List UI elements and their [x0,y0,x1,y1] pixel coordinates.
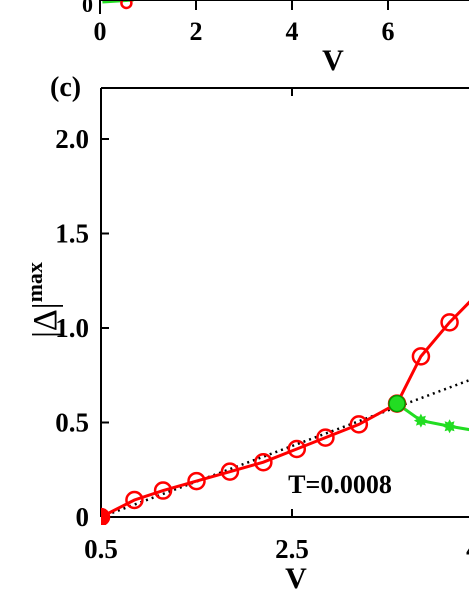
top-x-axis-label: V [322,44,344,77]
panel-c-series-red-point [440,313,459,332]
panel-c-y-tick-label: 1.0 [55,313,89,343]
panel-c-series-red-point [411,347,431,366]
panel-c-x-tick-label: 4.5 [466,534,469,564]
panel-c-x-tick-label: 2.5 [275,534,309,564]
panel-c-series-red-line [101,300,469,519]
top-x-tick-label: 0 [94,17,107,46]
panel-c-series-red-point [349,415,369,434]
panel-c-y-tick-label: 1.5 [55,219,89,249]
top-x-tick-label: 4 [286,17,299,46]
panel-c-label: (c) [50,72,81,103]
panel-c-start-point [101,508,110,525]
panel-c-y-axis-label: |Δ|max [22,262,64,338]
panel-c-series-red-point [287,439,307,459]
panel-c-series-green-point [413,413,428,428]
panel-c-series-green-line [396,402,469,432]
top-x-tick-label: 6 [382,17,395,46]
panel-c-branch-point [388,394,406,413]
panel-c-x-axis-label: V [285,562,307,595]
panel-c-series-red-point [187,471,206,491]
panel-c-y-tick-label: 0 [76,502,90,532]
panel-c-plot-area [101,300,469,525]
panel-c-series-red-point [125,490,144,510]
panel-c-annotation: T=0.0008 [288,470,392,499]
panel-c-y-tick-label: 0.5 [55,408,89,438]
panel-c-series-red-point [316,428,335,447]
panel-c-y-tick-label: 2.0 [55,124,89,154]
panel-c-series-red-point [254,452,273,472]
top-panel: 00 2 4 6 V [82,0,469,77]
panel-c-series-green-point [442,419,457,434]
panel-c-series-red-point [153,481,173,500]
panel-c: 00.51.01.52.00.52.54.5T=0.0008(c)V|Δ|max [22,72,469,595]
panel-c-x-tick-label: 0.5 [84,534,118,564]
top-y-tick-label: 0 [82,0,93,17]
panel-c-series-red-point [220,462,240,481]
top-series-red-marker [120,0,133,10]
top-x-tick-label: 2 [190,17,203,46]
